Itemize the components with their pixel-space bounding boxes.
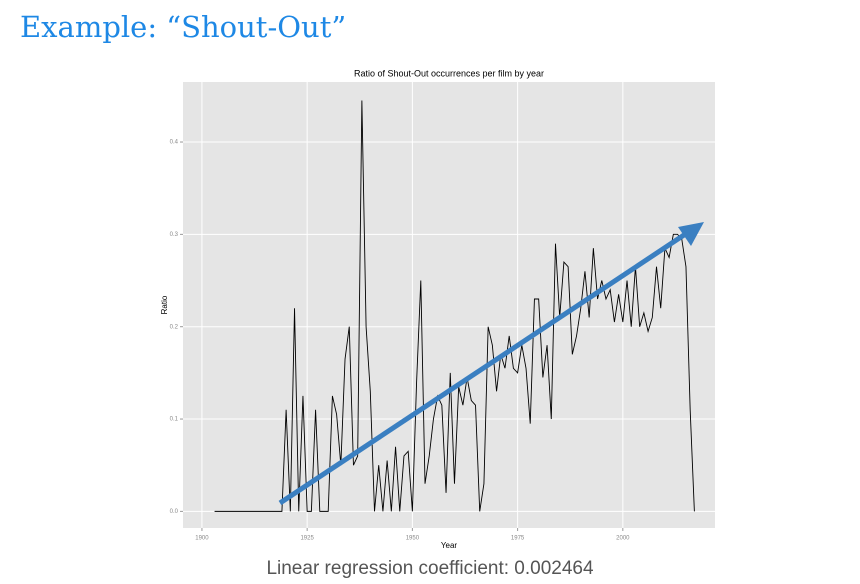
data-line	[214, 100, 695, 512]
caption: Linear regression coefficient: 0.002464	[266, 558, 594, 579]
y-tick-label: 0.0	[170, 509, 179, 515]
y-axis-label: Ratio	[160, 295, 169, 314]
plot-background	[183, 82, 715, 528]
y-tick-label: 0.2	[170, 324, 179, 330]
y-tick-label: 0.3	[170, 232, 179, 238]
plot-area: 0.0 0.1 0.2 0.3 0.4 1900 1925 1950 1975 2000	[170, 82, 715, 542]
x-tick-label: 2000	[616, 536, 630, 542]
x-axis-label: Year	[441, 541, 458, 550]
x-tick-label: 1975	[511, 536, 525, 542]
slide-title: Example: “Shout-Out”	[20, 10, 347, 44]
y-tick-label: 0.4	[170, 140, 179, 146]
trend-arrowhead	[678, 222, 704, 246]
y-tick-label: 0.1	[170, 417, 179, 423]
x-tick-label: 1925	[300, 536, 314, 542]
trend-arrow	[278, 228, 692, 506]
chart-title: Ratio of Shout-Out occurrences per film …	[354, 68, 544, 78]
x-tick-label: 1950	[406, 536, 420, 542]
x-tick-label: 1900	[195, 536, 209, 542]
